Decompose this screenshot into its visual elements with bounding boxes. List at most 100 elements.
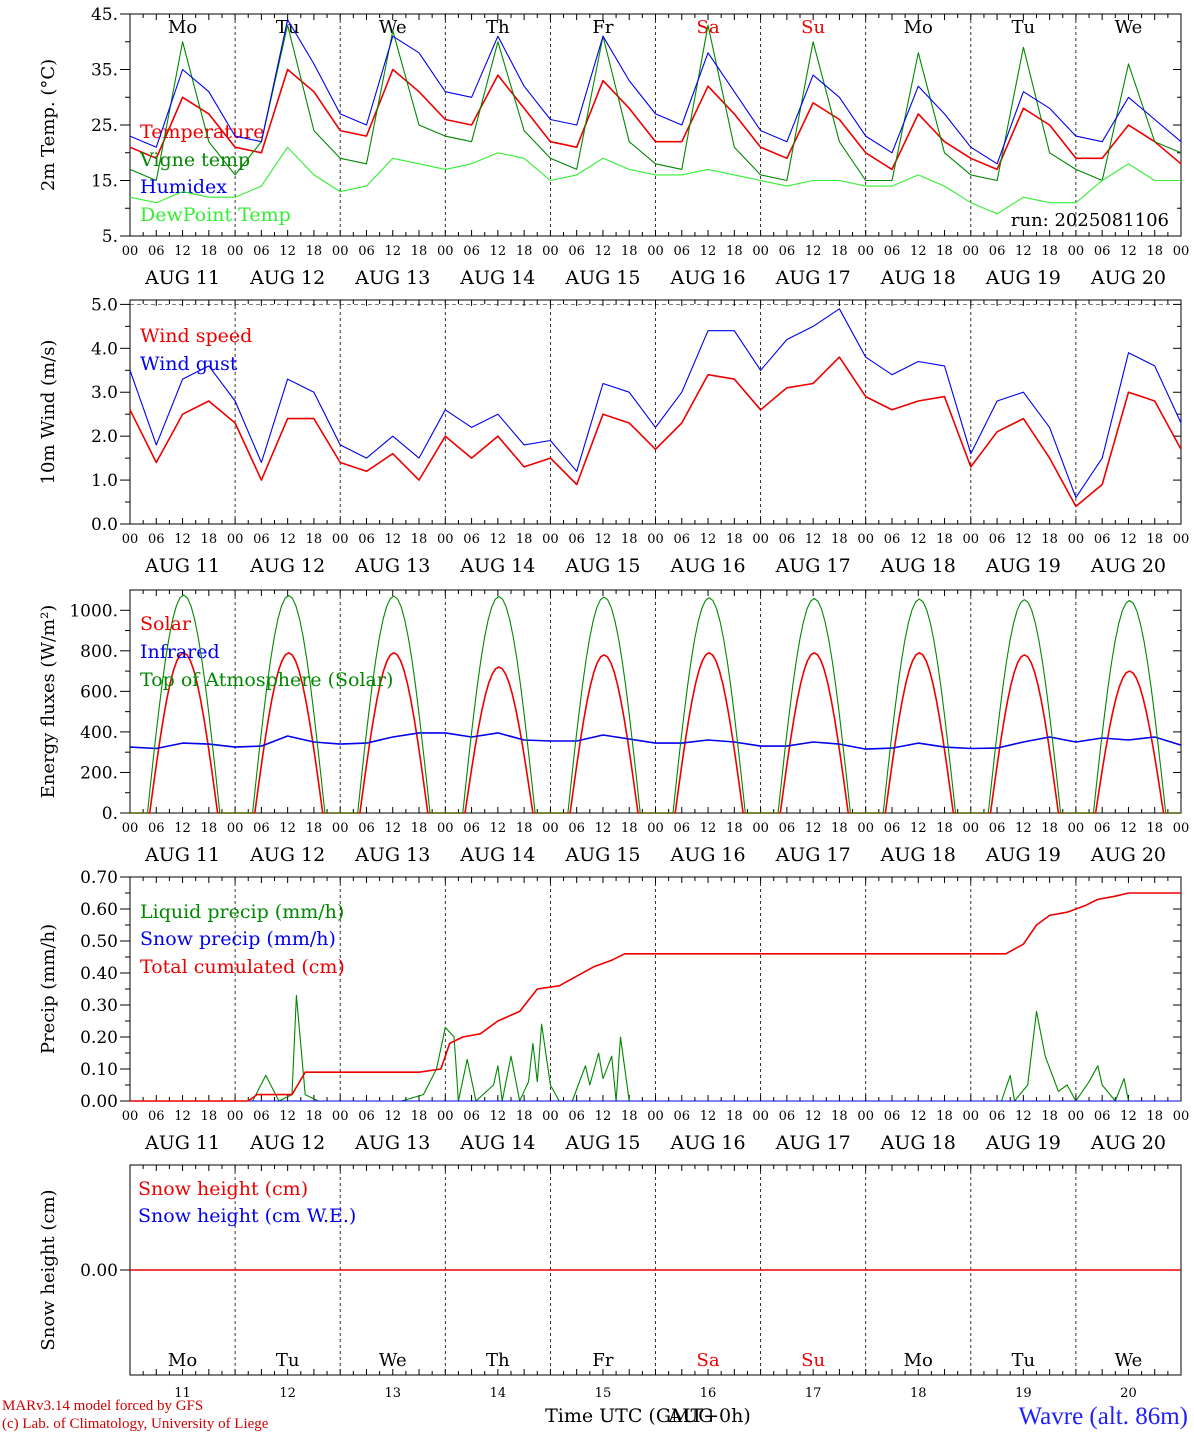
series-line	[129, 24, 1182, 182]
weekday-label: We	[379, 17, 407, 38]
x-hour-label: 12	[279, 821, 296, 836]
x-date-label: AUG 14	[459, 555, 535, 577]
x-hour-label: 18	[831, 532, 848, 547]
x-hour-label: 12	[805, 532, 822, 547]
x-hour-label: 00	[857, 244, 874, 259]
y-tick-label: 3.0	[91, 383, 118, 403]
x-date-label: AUG 20	[1090, 267, 1166, 289]
legend-entry: Solar	[140, 613, 192, 635]
x-date-label: AUG 13	[354, 844, 430, 866]
series-line	[130, 594, 1181, 814]
x-hour-label: 12	[700, 532, 717, 547]
x-hour-label: 18	[1146, 821, 1163, 836]
x-hour-label: 06	[463, 821, 480, 836]
x-hour-label: 06	[358, 532, 375, 547]
x-hour-label: 12	[595, 1109, 612, 1124]
x-hour-label: 12	[384, 244, 401, 259]
x-hour-label: 12	[1120, 1109, 1137, 1124]
x-axis-title: Time UTC (GMT+0h)	[545, 1405, 751, 1427]
x-date-label: AUG 12	[249, 555, 325, 577]
x-hour-label: 12	[805, 1109, 822, 1124]
y-tick-label: 0.70	[80, 868, 118, 888]
x-hour-label: 00	[122, 821, 139, 836]
x-hour-label: 12	[174, 244, 191, 259]
y-tick-label: 200.	[80, 763, 118, 783]
x-hour-label: 18	[726, 244, 743, 259]
series-line	[130, 892, 1181, 1102]
x-hour-label: 12	[1120, 532, 1137, 547]
x-hour-label: 18	[1041, 821, 1058, 836]
weekday-label: We	[379, 1350, 407, 1371]
series-line	[129, 308, 1182, 499]
x-date-label: AUG 16	[669, 844, 745, 866]
x-date-label: AUG 12	[249, 267, 325, 289]
x-hour-label: 18	[621, 244, 638, 259]
x-hour-label: 18	[516, 821, 533, 836]
x-hour-label: 00	[542, 532, 559, 547]
x-date-label: AUG 17	[775, 555, 851, 577]
x-axis-month: AUG	[668, 1405, 714, 1427]
x-hour-label: 18	[936, 532, 953, 547]
legend-entry: Snow precip (mm/h)	[140, 928, 336, 950]
x-hour-label: 12	[279, 532, 296, 547]
x-hour-label: 06	[884, 821, 901, 836]
x-date-label: AUG 16	[669, 1132, 745, 1154]
x-hour-label: 06	[674, 821, 691, 836]
x-day-number: 17	[805, 1386, 822, 1401]
x-hour-label: 18	[516, 244, 533, 259]
x-hour-label: 12	[490, 244, 507, 259]
x-hour-label: 12	[805, 244, 822, 259]
series-line	[129, 356, 1182, 508]
x-hour-label: 00	[647, 821, 664, 836]
panel-frame	[129, 299, 1182, 525]
x-hour-label: 06	[568, 244, 585, 259]
y-tick-label: 0.20	[80, 1028, 118, 1048]
series-line	[129, 19, 1182, 165]
x-hour-label: 06	[148, 532, 165, 547]
x-hour-label: 12	[279, 244, 296, 259]
x-hour-label: 00	[122, 532, 139, 547]
panel-frame	[129, 589, 1182, 814]
x-day-number: 20	[1120, 1386, 1137, 1401]
x-hour-label: 18	[201, 532, 218, 547]
x-hour-label: 18	[306, 244, 323, 259]
weekday-label: Mo	[904, 1350, 933, 1371]
x-hour-label: 06	[148, 1109, 165, 1124]
x-hour-label: 12	[700, 1109, 717, 1124]
weekday-label: Fr	[592, 1350, 613, 1371]
x-hour-label: 00	[1068, 1109, 1085, 1124]
x-hour-label: 06	[989, 244, 1006, 259]
y-axis-title: Precip (mm/h)	[38, 924, 59, 1054]
x-hour-label: 06	[358, 1109, 375, 1124]
x-date-label: AUG 18	[880, 844, 956, 866]
x-hour-label: 00	[857, 821, 874, 836]
weekday-label: Fr	[592, 17, 613, 38]
weekday-label: Tu	[1012, 1350, 1036, 1371]
x-hour-label: 18	[621, 532, 638, 547]
legend-entry: Total cumulated (cm)	[140, 956, 345, 978]
x-hour-label: 18	[411, 1109, 428, 1124]
x-hour-label: 12	[595, 821, 612, 836]
x-hour-label: 12	[700, 244, 717, 259]
y-tick-label: 0.	[102, 804, 118, 824]
x-hour-label: 12	[174, 821, 191, 836]
x-hour-label: 06	[253, 1109, 270, 1124]
weekday-label: Th	[486, 17, 510, 38]
x-hour-label: 00	[647, 1109, 664, 1124]
x-hour-label: 06	[148, 244, 165, 259]
x-hour-label: 12	[1015, 821, 1032, 836]
x-day-number: 14	[490, 1386, 507, 1401]
run-label: run: 2025081106	[1011, 210, 1169, 231]
x-hour-label: 18	[306, 532, 323, 547]
x-hour-label: 00	[542, 821, 559, 836]
y-tick-label: 1.0	[91, 471, 118, 491]
x-hour-label: 06	[674, 244, 691, 259]
x-hour-label: 18	[306, 1109, 323, 1124]
x-hour-label: 18	[1041, 532, 1058, 547]
x-day-number: 19	[1015, 1386, 1032, 1401]
legend-entry: Top of Atmosphere (Solar)	[140, 669, 393, 691]
x-hour-label: 00	[227, 532, 244, 547]
x-hour-label: 18	[831, 244, 848, 259]
y-axis-title: Snow height (cm)	[38, 1189, 59, 1350]
x-hour-label: 00	[437, 1109, 454, 1124]
